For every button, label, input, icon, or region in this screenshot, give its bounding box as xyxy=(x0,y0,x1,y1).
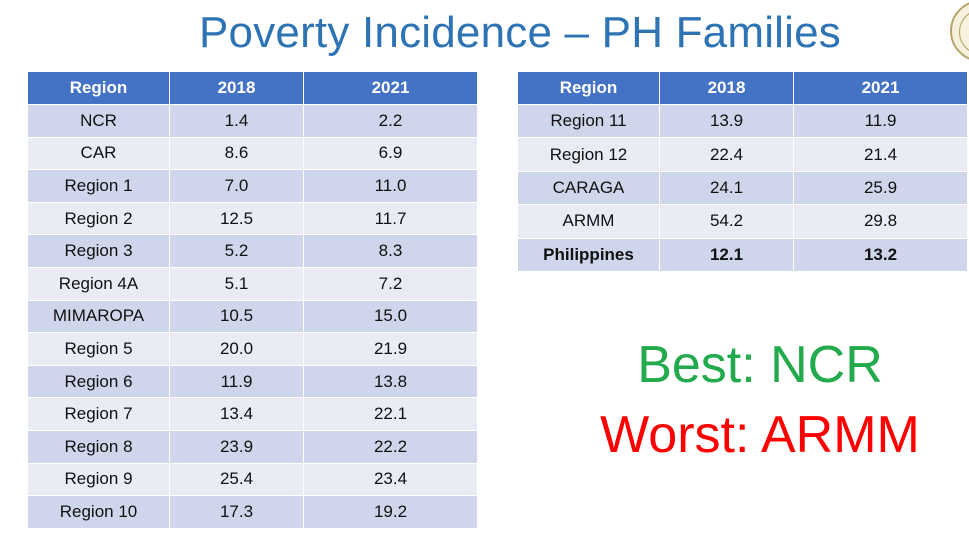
table-row: Philippines 12.1 13.2 xyxy=(517,237,968,272)
cell-2021: 21.9 xyxy=(303,332,478,366)
cell-2021: 2.2 xyxy=(303,104,478,138)
table-row: Region 12 22.4 21.4 xyxy=(517,137,968,172)
slide-title: Poverty Incidence – PH Families xyxy=(198,8,841,57)
table-row: Region 7 13.4 22.1 xyxy=(27,397,478,431)
cell-2021: 22.2 xyxy=(303,429,478,464)
cell-2021: 22.1 xyxy=(303,397,478,431)
table-header-row: Region 2018 2021 xyxy=(517,71,968,105)
cell-2018: 22.4 xyxy=(659,137,794,172)
cell-2018: 13.9 xyxy=(659,103,794,139)
cell-2018: 5.1 xyxy=(169,266,304,301)
cell-2018: 10.5 xyxy=(169,299,304,334)
cell-region: Region 3 xyxy=(27,234,170,268)
cell-2021: 13.8 xyxy=(303,364,478,399)
cell-region: Region 8 xyxy=(27,429,170,464)
table-row: Region 5 20.0 21.9 xyxy=(27,332,478,366)
cell-2021: 11.9 xyxy=(793,103,968,139)
cell-2021: 7.2 xyxy=(303,266,478,301)
cell-region: CAR xyxy=(27,136,170,171)
table-row: Region 4A 5.1 7.2 xyxy=(27,266,478,301)
cell-region: ARMM xyxy=(517,204,660,239)
cell-2018: 12.5 xyxy=(169,201,304,236)
column-header-region: Region xyxy=(517,71,660,105)
cell-2018: 54.2 xyxy=(659,204,794,239)
cell-2018: 1.4 xyxy=(169,104,304,138)
cell-region: Region 7 xyxy=(27,397,170,431)
column-header-region: Region xyxy=(27,71,170,105)
cell-2018: 8.6 xyxy=(169,136,304,171)
table-row: MIMAROPA 10.5 15.0 xyxy=(27,299,478,334)
cell-2018: 23.9 xyxy=(169,429,304,464)
table-row: CAR 8.6 6.9 xyxy=(27,136,478,171)
column-header-2018: 2018 xyxy=(659,71,794,105)
poverty-table-left: Region 2018 2021 NCR 1.4 2.2 CAR 8.6 6.9 Regio… xyxy=(27,71,478,529)
column-header-2021: 2021 xyxy=(303,71,478,105)
cell-2018: 24.1 xyxy=(659,170,794,206)
cell-region: Philippines xyxy=(517,237,660,272)
table-row: ARMM 54.2 29.8 xyxy=(517,204,968,239)
cell-2018: 11.9 xyxy=(169,364,304,399)
cell-region: Region 6 xyxy=(27,364,170,399)
cell-2018: 12.1 xyxy=(659,237,794,272)
cell-2021: 25.9 xyxy=(793,170,968,206)
cell-region: Region 11 xyxy=(517,103,660,139)
table-row: Region 11 13.9 11.9 xyxy=(517,103,968,139)
cell-region: MIMAROPA xyxy=(27,299,170,334)
best-region-text: Best: NCR xyxy=(637,336,883,394)
column-header-2021: 2021 xyxy=(793,71,968,105)
cell-2018: 13.4 xyxy=(169,397,304,431)
table-row: Region 6 11.9 13.8 xyxy=(27,364,478,399)
table-row: Region 9 25.4 23.4 xyxy=(27,462,478,497)
cell-2021: 13.2 xyxy=(793,237,968,272)
table-row: Region 10 17.3 19.2 xyxy=(27,495,478,529)
table-row: NCR 1.4 2.2 xyxy=(27,104,478,138)
cell-2021: 19.2 xyxy=(303,495,478,529)
cell-2021: 11.0 xyxy=(303,169,478,203)
cell-region: Region 2 xyxy=(27,201,170,236)
table-row: Region 2 12.5 11.7 xyxy=(27,201,478,236)
cell-region: Region 4A xyxy=(27,266,170,301)
table-row: Region 8 23.9 22.2 xyxy=(27,429,478,464)
cell-region: Region 12 xyxy=(517,137,660,172)
cell-2021: 23.4 xyxy=(303,462,478,497)
column-header-2018: 2018 xyxy=(169,71,304,105)
cell-2021: 21.4 xyxy=(793,137,968,172)
cell-2018: 25.4 xyxy=(169,462,304,497)
poverty-table-right: Region 2018 2021 Region 11 13.9 11.9 Region… xyxy=(517,71,968,272)
cell-2021: 29.8 xyxy=(793,204,968,239)
cell-region: NCR xyxy=(27,104,170,138)
cell-region: CARAGA xyxy=(517,170,660,206)
cell-2018: 17.3 xyxy=(169,495,304,529)
cell-2021: 6.9 xyxy=(303,136,478,171)
cell-2021: 8.3 xyxy=(303,234,478,268)
cell-2018: 7.0 xyxy=(169,169,304,203)
cell-region: Region 1 xyxy=(27,169,170,203)
cell-2021: 11.7 xyxy=(303,201,478,236)
cell-region: Region 10 xyxy=(27,495,170,529)
cell-2018: 20.0 xyxy=(169,332,304,366)
table-row: Region 3 5.2 8.3 xyxy=(27,234,478,268)
table-header-row: Region 2018 2021 xyxy=(27,71,478,105)
table-row: CARAGA 24.1 25.9 xyxy=(517,170,968,206)
cell-region: Region 5 xyxy=(27,332,170,366)
cell-region: Region 9 xyxy=(27,462,170,497)
cell-2021: 15.0 xyxy=(303,299,478,334)
cell-2018: 5.2 xyxy=(169,234,304,268)
table-row: Region 1 7.0 11.0 xyxy=(27,169,478,203)
worst-region-text: Worst: ARMM xyxy=(600,406,920,464)
